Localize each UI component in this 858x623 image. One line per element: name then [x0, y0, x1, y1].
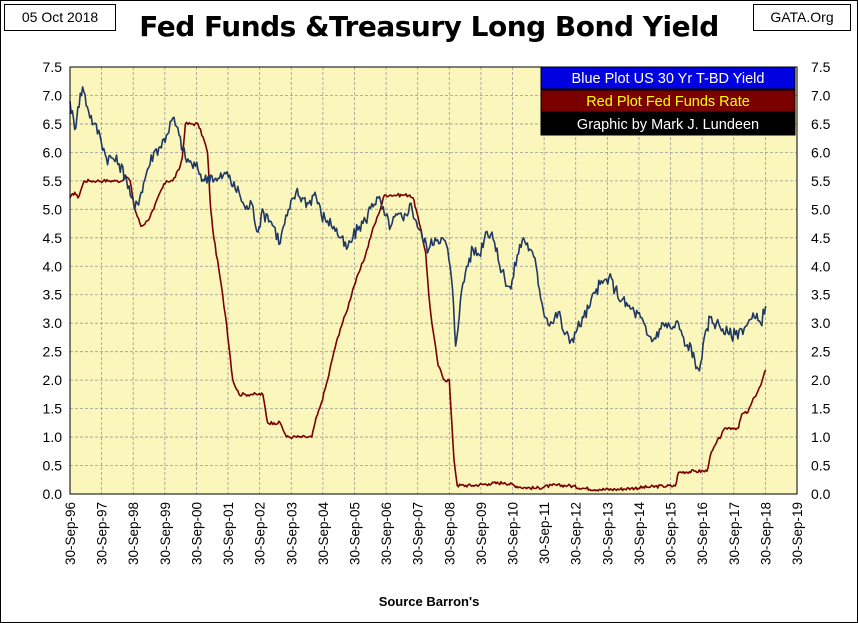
- x-tick-label: 30-Sep-98: [126, 502, 141, 565]
- y-tick-label-right: 4.0: [811, 258, 831, 274]
- y-tick-label-left: 6.5: [43, 116, 63, 132]
- brand-label: GATA.Org: [753, 4, 851, 31]
- x-tick-label: 30-Sep-03: [284, 502, 299, 565]
- axes: 0.0 0.0 0.5 0.5 1.0 1.0 1.5 1.5 2.0 2.0 2.5 2.5 3.0 3…: [43, 59, 831, 565]
- y-tick-label-right: 3.0: [811, 315, 831, 331]
- series-line-bond-yield: [69, 86, 767, 372]
- x-tick-label: 30-Sep-99: [158, 502, 173, 565]
- plot-border: [69, 66, 798, 495]
- y-tick-label-right: 1.0: [811, 429, 831, 445]
- x-tick-label: 30-Sep-14: [632, 502, 647, 566]
- x-tick-label: 30-Sep-06: [379, 502, 394, 565]
- date-label: 05 Oct 2018: [4, 4, 116, 31]
- y-tick-label-left: 7.0: [43, 87, 63, 103]
- legend-entry: Blue Plot US 30 Yr T-BD Yield: [572, 71, 765, 87]
- x-tick-label: 30-Sep-08: [442, 502, 457, 565]
- y-tick-label-right: 2.5: [811, 344, 831, 360]
- legend-box: [540, 66, 796, 90]
- x-tick-label: 30-Sep-07: [411, 502, 426, 565]
- y-tick-label-right: 0.5: [811, 458, 831, 474]
- y-tick-label-left: 2.0: [43, 372, 63, 388]
- x-tick-label: 30-Sep-10: [506, 502, 521, 565]
- y-tick-label-right: 6.5: [811, 116, 831, 132]
- y-tick-label-left: 3.5: [43, 287, 63, 303]
- y-tick-label-left: 6.0: [43, 144, 63, 160]
- y-tick-label-right: 3.5: [811, 287, 831, 303]
- series-layer: [69, 86, 767, 492]
- x-tick-label: 30-Sep-04: [316, 502, 331, 566]
- legend-box: [540, 112, 796, 136]
- x-tick-label: 30-Sep-11: [537, 502, 552, 564]
- legend: Blue Plot US 30 Yr T-BD Yield Red Plot Fe…: [540, 66, 796, 136]
- y-tick-label-left: 4.5: [43, 230, 63, 246]
- x-tick-label: 30-Sep-05: [347, 502, 362, 565]
- plot-area: [70, 67, 797, 494]
- x-tick-label: 30-Sep-13: [600, 502, 615, 565]
- x-tick-label: 30-Sep-00: [189, 502, 204, 565]
- legend-entry: Graphic by Mark J. Lundeen: [577, 117, 759, 133]
- y-tick-label-right: 4.5: [811, 230, 831, 246]
- y-tick-label-right: 6.0: [811, 144, 831, 160]
- legend-box: [540, 89, 796, 113]
- x-tick-label: 30-Sep-17: [727, 502, 742, 565]
- x-tick-label: 30-Sep-16: [695, 502, 710, 565]
- y-tick-label-right: 7.0: [811, 87, 831, 103]
- y-tick-label-left: 5.0: [43, 201, 63, 217]
- y-tick-label-left: 2.5: [43, 344, 63, 360]
- y-tick-label-left: 1.5: [43, 401, 63, 417]
- y-tick-label-right: 2.0: [811, 372, 831, 388]
- chart-title: Fed Funds &Treasury Long Bond Yield: [139, 10, 719, 43]
- x-tick-label: 30-Sep-02: [253, 502, 268, 565]
- y-tick-label-left: 1.0: [43, 429, 63, 445]
- x-tick-label: 30-Sep-15: [664, 502, 679, 565]
- legend-entry: Red Plot Fed Funds Rate: [586, 94, 750, 110]
- x-tick-label: 30-Sep-97: [95, 502, 110, 565]
- y-tick-label-right: 0.0: [811, 486, 831, 502]
- x-tick-label: 30-Sep-01: [221, 502, 236, 565]
- y-tick-label-right: 5.0: [811, 201, 831, 217]
- y-tick-label-left: 5.5: [43, 173, 63, 189]
- y-tick-label-right: 5.5: [811, 173, 831, 189]
- x-tick-label: 30-Sep-18: [758, 502, 773, 565]
- y-tick-label-left: 7.5: [43, 59, 63, 75]
- x-axis-label: Source Barron's: [378, 594, 480, 609]
- y-tick-label-right: 7.5: [811, 59, 831, 75]
- x-tick-label: 30-Sep-12: [569, 502, 584, 565]
- x-tick-label: 30-Sep-09: [474, 502, 489, 565]
- y-tick-label-left: 3.0: [43, 315, 63, 331]
- x-tick-label: 30-Sep-96: [63, 502, 78, 565]
- y-tick-label-left: 0.5: [43, 458, 63, 474]
- y-tick-label-left: 4.0: [43, 258, 63, 274]
- y-tick-label-left: 0.0: [43, 486, 63, 502]
- y-tick-label-right: 1.5: [811, 401, 831, 417]
- x-tick-label: 30-Sep-19: [790, 502, 805, 565]
